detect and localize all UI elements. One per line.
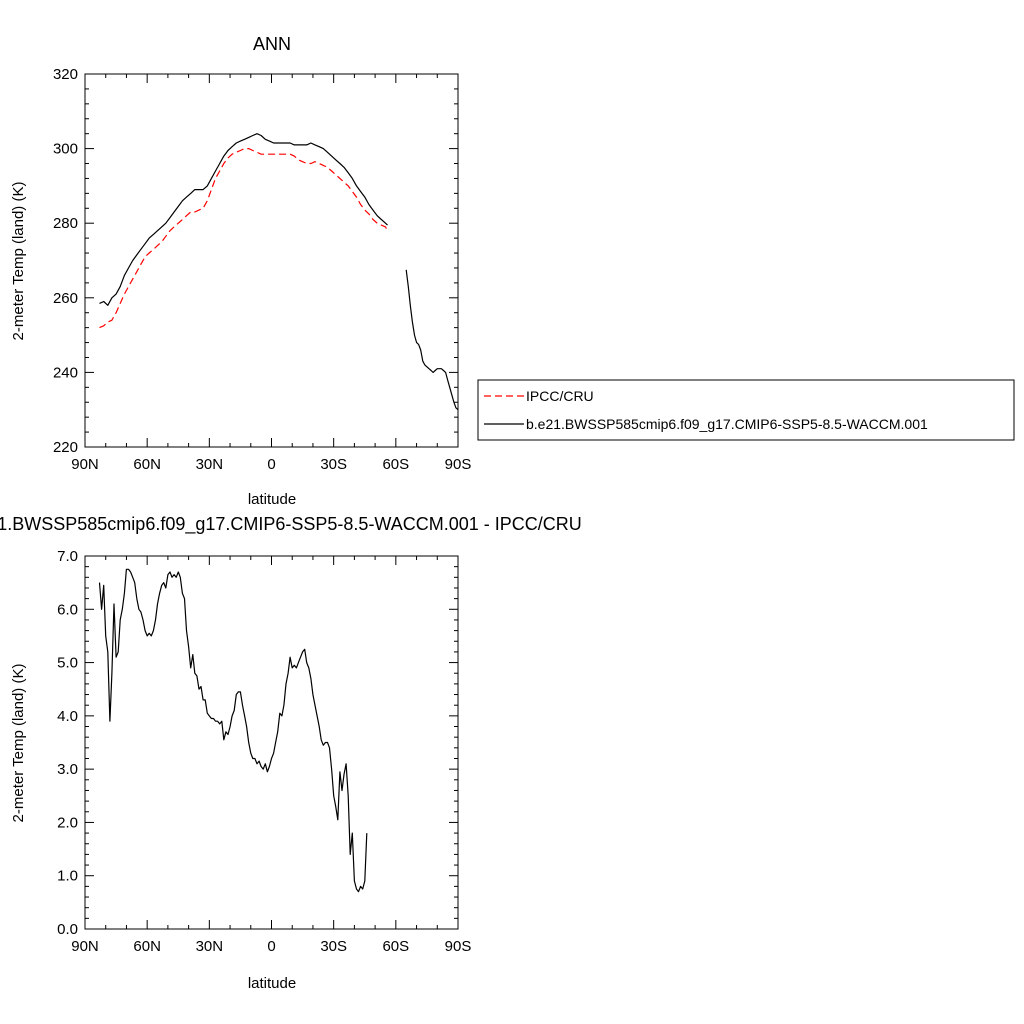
y-tick-label: 240 bbox=[53, 364, 78, 381]
x-tick-label: 30S bbox=[320, 938, 347, 955]
legend: IPCC/CRU b.e21.BWSSP585cmip6.f09_g17.CMI… bbox=[477, 379, 1015, 441]
series-line-ipcc-cru bbox=[99, 148, 389, 329]
y-axis: 220 240 260 280 300 320 bbox=[53, 66, 458, 456]
x-tick-label: 30N bbox=[196, 456, 224, 473]
x-tick-label: 60N bbox=[133, 938, 161, 955]
x-tick-label: 30N bbox=[196, 938, 224, 955]
y-tick-label: 320 bbox=[53, 66, 78, 83]
y-axis-title: 2-meter Temp (land) (K) bbox=[10, 182, 27, 341]
legend-box bbox=[477, 379, 1015, 441]
y-tick-label: 260 bbox=[53, 290, 78, 307]
x-tick-label: 90S bbox=[445, 456, 472, 473]
series-group bbox=[99, 133, 459, 411]
series-line-model-0 bbox=[98, 568, 368, 893]
x-tick-label: 30S bbox=[320, 456, 347, 473]
y-tick-label: 300 bbox=[53, 141, 78, 158]
x-axis: 90N 60N 30N 0 30S 60S 90S bbox=[71, 74, 471, 473]
y-tick-label: 3.0 bbox=[57, 761, 78, 778]
y-tick-label: 0.0 bbox=[57, 921, 78, 938]
series-group bbox=[98, 568, 368, 893]
x-axis-title: latitude bbox=[248, 491, 296, 508]
x-tick-label: 90N bbox=[71, 938, 99, 955]
legend-label-ipcc-cru: IPCC/CRU bbox=[526, 388, 594, 404]
x-tick-label: 0 bbox=[267, 938, 275, 955]
x-axis-title: latitude bbox=[248, 975, 296, 992]
y-tick-label: 6.0 bbox=[57, 601, 78, 618]
chart-title: b.e21.BWSSP585cmip6.f09_g17.CMIP6-SSP5-8… bbox=[0, 514, 582, 535]
y-tick-label: 220 bbox=[53, 439, 78, 456]
y-axis: 0.0 1.0 2.0 3.0 4.0 5.0 6.0 7.0 bbox=[57, 548, 458, 938]
x-tick-label: 60N bbox=[133, 456, 161, 473]
series-line-model-1 bbox=[99, 133, 388, 306]
y-tick-label: 4.0 bbox=[57, 708, 78, 725]
x-tick-label: 60S bbox=[382, 456, 409, 473]
y-tick-label: 280 bbox=[53, 215, 78, 232]
plot-frame bbox=[84, 73, 459, 448]
x-tick-label: 90S bbox=[445, 938, 472, 955]
series-line-model-2 bbox=[405, 269, 459, 411]
chart-panel-difference: b.e21.BWSSP585cmip6.f09_g17.CMIP6-SSP5-8… bbox=[0, 514, 582, 992]
chart-title: ANN bbox=[253, 34, 291, 54]
y-tick-label: 1.0 bbox=[57, 868, 78, 885]
y-axis-title: 2-meter Temp (land) (K) bbox=[10, 664, 27, 823]
legend-label-model: b.e21.BWSSP585cmip6.f09_g17.CMIP6-SSP5-8… bbox=[526, 416, 928, 432]
x-tick-label: 60S bbox=[382, 938, 409, 955]
x-tick-label: 90N bbox=[71, 456, 99, 473]
chart-panel-annual: ANN 90N 60N 30N 0 30S 60S 90S 220 240 260 280 300 3… bbox=[10, 34, 1015, 508]
y-tick-label: 5.0 bbox=[57, 655, 78, 672]
x-axis: 90N 60N 30N 0 30S 60S 90S bbox=[71, 556, 471, 955]
y-tick-label: 2.0 bbox=[57, 814, 78, 831]
x-tick-label: 0 bbox=[267, 456, 275, 473]
y-tick-label: 7.0 bbox=[57, 548, 78, 565]
